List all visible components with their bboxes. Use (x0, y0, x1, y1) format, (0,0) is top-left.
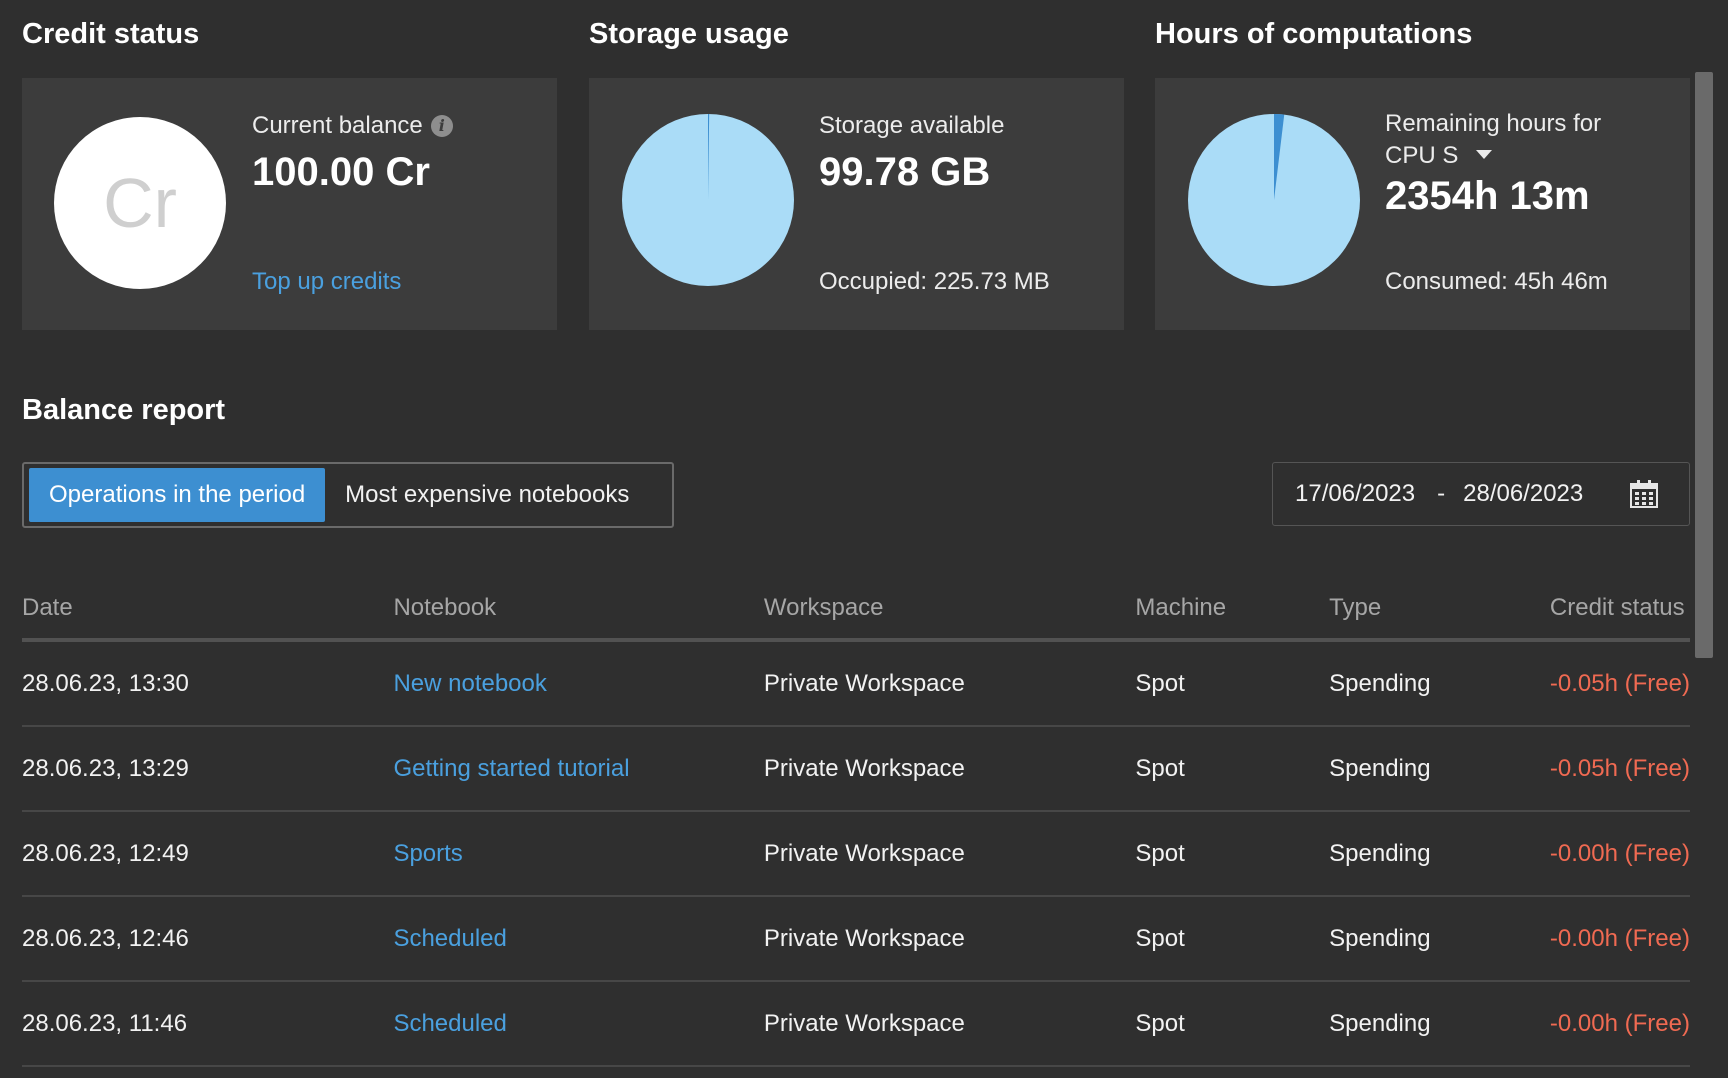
storage-available-label: Storage available (819, 112, 1005, 139)
table-row: 28.06.23, 12:49 Sports Private Workspace… (22, 811, 1690, 897)
balance-report-table: Date Notebook Workspace Machine Type Cre… (22, 578, 1690, 1067)
cell-type: Spending (1329, 811, 1550, 897)
consumed-hours-text: Consumed: 45h 46m (1385, 268, 1608, 295)
table-row: 28.06.23, 13:29 Getting started tutorial… (22, 726, 1690, 812)
top-up-credits-link[interactable]: Top up credits (252, 268, 402, 295)
date-from[interactable]: 17/06/2023 (1295, 480, 1416, 507)
chevron-down-icon[interactable] (1476, 150, 1493, 159)
column-header-credit-status[interactable]: Credit status (1549, 578, 1690, 642)
column-header-workspace[interactable]: Workspace (763, 578, 1136, 642)
cell-credit-status: -0.00h (Free) (1549, 981, 1690, 1067)
credit-avatar: Cr (54, 117, 226, 289)
cell-workspace: Private Workspace (763, 896, 1136, 982)
cell-type: Spending (1329, 981, 1550, 1067)
info-icon[interactable]: i (430, 114, 453, 137)
cell-date: 28.06.23, 12:46 (22, 896, 394, 982)
cell-machine: Spot (1135, 726, 1330, 812)
hours-pie-consumed (1274, 114, 1285, 200)
cell-workspace: Private Workspace (763, 981, 1136, 1067)
column-header-type[interactable]: Type (1329, 578, 1550, 642)
machine-selector[interactable]: CPU S (1385, 140, 1601, 172)
remaining-hours-text: Remaining hours for (1385, 110, 1602, 137)
cell-notebook-link[interactable]: Scheduled (393, 896, 764, 982)
report-tabs: Operations in the period Most expensive … (22, 462, 674, 528)
machine-selector-value: CPU S (1385, 142, 1459, 169)
cell-credit-status: -0.05h (Free) (1549, 726, 1690, 812)
cell-workspace: Private Workspace (763, 640, 1136, 727)
cell-notebook-link[interactable]: New notebook (393, 640, 764, 727)
storage-usage-card: Storage available 99.78 GB Occupied: 225… (589, 78, 1124, 330)
cell-machine: Spot (1135, 640, 1330, 727)
balance-report-title: Balance report (22, 394, 226, 426)
date-separator: - (1437, 480, 1446, 507)
cell-notebook-link[interactable]: Scheduled (393, 981, 764, 1067)
storage-pie-chart (622, 114, 794, 286)
cell-machine: Spot (1135, 896, 1330, 982)
cell-notebook-link[interactable]: Sports (393, 811, 764, 897)
cell-credit-status: -0.05h (Free) (1549, 640, 1690, 727)
storage-usage-title: Storage usage (589, 18, 789, 50)
cell-type: Spending (1329, 726, 1550, 812)
remaining-hours-value: 2354h 13m (1385, 174, 1590, 218)
cell-type: Spending (1329, 896, 1550, 982)
storage-available-value: 99.78 GB (819, 150, 991, 194)
scrollbar-thumb[interactable] (1695, 72, 1713, 658)
table-header-row: Date Notebook Workspace Machine Type Cre… (22, 578, 1690, 642)
column-header-machine[interactable]: Machine (1135, 578, 1330, 642)
cell-type: Spending (1329, 640, 1550, 727)
cell-machine: Spot (1135, 811, 1330, 897)
credit-status-card: Cr Current balance i 100.00 Cr Top up cre… (22, 78, 557, 330)
date-range-picker[interactable]: 17/06/2023 - 28/06/2023 (1272, 462, 1690, 526)
calendar-icon[interactable] (1629, 479, 1659, 509)
cell-workspace: Private Workspace (763, 811, 1136, 897)
cell-notebook-link[interactable]: Getting started tutorial (393, 726, 764, 812)
table-row: 28.06.23, 13:30 New notebook Private Wor… (22, 640, 1690, 727)
storage-pie-used (708, 114, 710, 200)
current-balance-value: 100.00 Cr (252, 150, 430, 194)
date-to[interactable]: 28/06/2023 (1463, 480, 1584, 507)
table-row: 28.06.23, 12:46 Scheduled Private Worksp… (22, 896, 1690, 982)
cell-workspace: Private Workspace (763, 726, 1136, 812)
column-header-date[interactable]: Date (22, 578, 394, 642)
storage-occupied-text: Occupied: 225.73 MB (819, 268, 1050, 295)
column-header-notebook[interactable]: Notebook (393, 578, 764, 642)
cell-credit-status: -0.00h (Free) (1549, 896, 1690, 982)
table-row: 28.06.23, 11:46 Scheduled Private Worksp… (22, 981, 1690, 1067)
cell-machine: Spot (1135, 981, 1330, 1067)
cell-date: 28.06.23, 13:30 (22, 640, 394, 727)
cell-date: 28.06.23, 12:49 (22, 811, 394, 897)
hours-title: Hours of computations (1155, 18, 1473, 50)
cell-credit-status: -0.00h (Free) (1549, 811, 1690, 897)
current-balance-text: Current balance (252, 112, 423, 139)
cell-date: 28.06.23, 13:29 (22, 726, 394, 812)
tab-most-expensive-notebooks[interactable]: Most expensive notebooks (345, 481, 630, 508)
cell-date: 28.06.23, 11:46 (22, 981, 394, 1067)
credit-status-title: Credit status (22, 18, 200, 50)
remaining-hours-label: Remaining hours for CPU S (1385, 108, 1601, 172)
hours-card: Remaining hours for CPU S 2354h 13m Cons… (1155, 78, 1690, 330)
current-balance-label: Current balance i (252, 112, 453, 140)
tab-operations-in-period[interactable]: Operations in the period (29, 468, 326, 522)
hours-pie-chart (1188, 114, 1360, 286)
